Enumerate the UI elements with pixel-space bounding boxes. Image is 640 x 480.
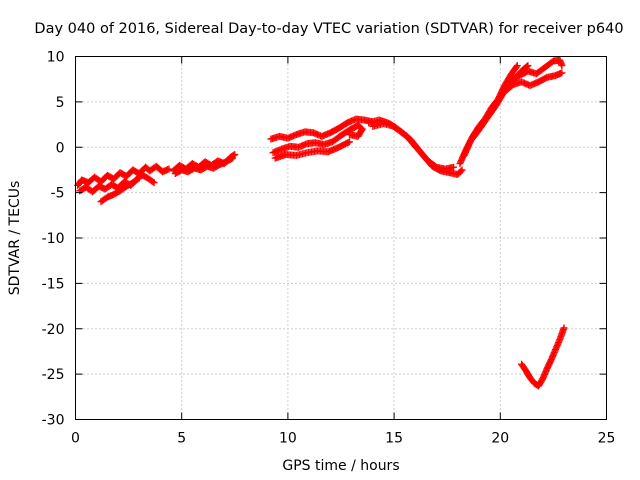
data-point <box>150 179 158 187</box>
data-points <box>74 56 568 390</box>
y-tick-label: -10 <box>42 231 65 247</box>
x-axis-label: GPS time / hours <box>282 458 399 474</box>
data-point <box>134 175 142 183</box>
y-tick-label: -30 <box>42 413 65 429</box>
plot-frame <box>75 56 607 420</box>
x-tick-label: 25 <box>598 431 616 447</box>
data-point <box>513 62 521 70</box>
data-point <box>560 324 568 332</box>
x-tick-label: 20 <box>491 431 509 447</box>
x-tick-label: 15 <box>385 431 403 447</box>
grid-lines <box>75 56 607 420</box>
data-point <box>450 163 458 171</box>
data-point <box>457 167 465 175</box>
x-tick-label: 5 <box>177 431 186 447</box>
data-point <box>149 178 157 186</box>
data-point <box>345 131 353 139</box>
axis-tick-labels: 0 5 10 15 20 25 -30 -25 -20 -15 -10 -5 0 5 10 <box>42 50 616 447</box>
data-point <box>558 62 566 70</box>
axis-ticks <box>75 56 607 420</box>
data-point <box>165 165 173 173</box>
data-point <box>458 166 466 174</box>
data-point <box>512 63 520 71</box>
y-tick-label: -5 <box>51 186 65 202</box>
data-point <box>229 154 237 162</box>
data-point <box>558 69 566 77</box>
data-point <box>345 138 353 146</box>
y-tick-label: 0 <box>56 140 65 156</box>
data-point <box>227 155 235 163</box>
data-point <box>344 138 352 146</box>
y-tick-label: -15 <box>42 276 65 292</box>
data-point <box>135 174 143 182</box>
y-tick-label: -20 <box>42 322 65 338</box>
y-tick-label: 10 <box>47 50 65 66</box>
y-tick-label: 5 <box>56 95 65 111</box>
x-tick-label: 0 <box>71 431 80 447</box>
chart-title: Day 040 of 2016, Sidereal Day-to-day VTE… <box>34 21 623 37</box>
x-tick-label: 10 <box>279 431 297 447</box>
y-tick-label: -25 <box>42 367 65 383</box>
y-axis-label: SDTVAR / TECUs <box>7 181 23 296</box>
data-point <box>231 151 239 159</box>
